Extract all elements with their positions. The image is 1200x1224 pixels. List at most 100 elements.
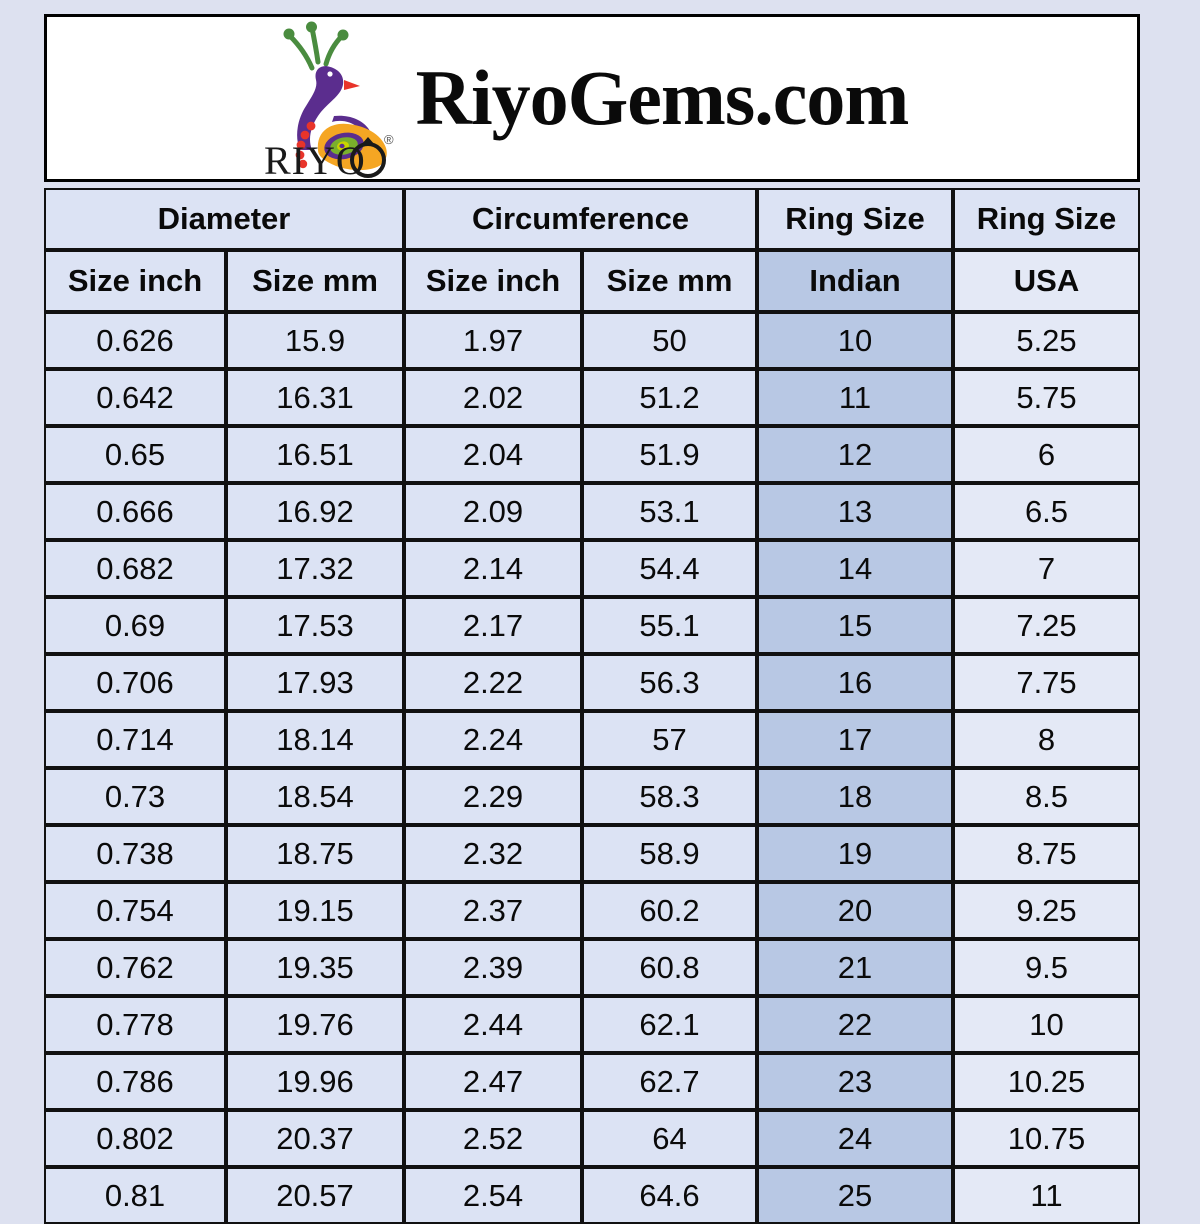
table-cell: 17.93	[226, 654, 404, 711]
table-cell: 2.17	[404, 597, 582, 654]
table-cell: 8	[953, 711, 1140, 768]
table-cell: 0.65	[44, 426, 226, 483]
table-cell: 8.75	[953, 825, 1140, 882]
table-cell: 0.642	[44, 369, 226, 426]
table-cell: 55.1	[582, 597, 757, 654]
table-cell: 7.75	[953, 654, 1140, 711]
table-cell: 24	[757, 1110, 953, 1167]
page-title: RiyoGems.com	[415, 54, 910, 141]
table-cell: 2.54	[404, 1167, 582, 1224]
table-cell: 51.2	[582, 369, 757, 426]
table-cell: 6.5	[953, 483, 1140, 540]
table-cell: 0.666	[44, 483, 226, 540]
table-cell: 6	[953, 426, 1140, 483]
table-cell: 19.96	[226, 1053, 404, 1110]
table-row: 0.642 16.31 2.02 51.2 11 5.75	[44, 369, 1140, 426]
table-cell: 18.14	[226, 711, 404, 768]
table-cell: 17	[757, 711, 953, 768]
table-cell: 50	[582, 312, 757, 369]
table-cell: 2.29	[404, 768, 582, 825]
table-cell: 23	[757, 1053, 953, 1110]
table-cell: 1.97	[404, 312, 582, 369]
table-cell: 16.31	[226, 369, 404, 426]
table-cell: 19.15	[226, 882, 404, 939]
table-cell: 2.22	[404, 654, 582, 711]
table-row: 0.69 17.53 2.17 55.1 15 7.25	[44, 597, 1140, 654]
table-cell: 0.802	[44, 1110, 226, 1167]
table-cell: 64	[582, 1110, 757, 1167]
table-cell: 0.754	[44, 882, 226, 939]
table-column-header-row: Size inch Size mm Size inch Size mm Indi…	[44, 250, 1140, 312]
table-row: 0.682 17.32 2.14 54.4 14 7	[44, 540, 1140, 597]
registered-trademark-icon: ®	[384, 132, 394, 147]
table-row: 0.778 19.76 2.44 62.1 22 10	[44, 996, 1140, 1053]
table-cell: 8.5	[953, 768, 1140, 825]
table-cell: 2.32	[404, 825, 582, 882]
table-cell: 0.786	[44, 1053, 226, 1110]
table-cell: 14	[757, 540, 953, 597]
table-cell: 25	[757, 1167, 953, 1224]
table-cell: 58.3	[582, 768, 757, 825]
table-cell: 20.57	[226, 1167, 404, 1224]
table-row: 0.786 19.96 2.47 62.7 23 10.25	[44, 1053, 1140, 1110]
logo-wordmark-text: RIYO	[264, 138, 366, 178]
table-row: 0.666 16.92 2.09 53.1 13 6.5	[44, 483, 1140, 540]
column-header-usa: USA	[953, 250, 1140, 312]
table-cell: 5.75	[953, 369, 1140, 426]
table-cell: 2.39	[404, 939, 582, 996]
table-cell: 0.738	[44, 825, 226, 882]
table-cell: 0.81	[44, 1167, 226, 1224]
table-cell: 53.1	[582, 483, 757, 540]
table-cell: 2.24	[404, 711, 582, 768]
column-header-circumference-size-mm: Size mm	[582, 250, 757, 312]
table-cell: 0.762	[44, 939, 226, 996]
table-cell: 15.9	[226, 312, 404, 369]
column-header-diameter-size-inch: Size inch	[44, 250, 226, 312]
table-cell: 0.682	[44, 540, 226, 597]
table-cell: 0.69	[44, 597, 226, 654]
peacock-paisley-logo-icon: RIYO ®	[256, 18, 406, 178]
table-head: Diameter Circumference Ring Size Ring Si…	[44, 188, 1140, 312]
ring-size-table: Diameter Circumference Ring Size Ring Si…	[44, 188, 1140, 1224]
table-cell: 51.9	[582, 426, 757, 483]
table-row: 0.714 18.14 2.24 57 17 8	[44, 711, 1140, 768]
table-cell: 54.4	[582, 540, 757, 597]
group-header-ring-size-usa: Ring Size	[953, 188, 1140, 250]
group-header-diameter: Diameter	[44, 188, 404, 250]
table-cell: 2.14	[404, 540, 582, 597]
table-cell: 16	[757, 654, 953, 711]
column-header-indian: Indian	[757, 250, 953, 312]
table-cell: 62.1	[582, 996, 757, 1053]
table-cell: 0.778	[44, 996, 226, 1053]
table-cell: 7.25	[953, 597, 1140, 654]
column-header-diameter-size-mm: Size mm	[226, 250, 404, 312]
group-header-ring-size-indian: Ring Size	[757, 188, 953, 250]
table-cell: 2.52	[404, 1110, 582, 1167]
table-cell: 10.25	[953, 1053, 1140, 1110]
table-row: 0.738 18.75 2.32 58.9 19 8.75	[44, 825, 1140, 882]
table-row: 0.762 19.35 2.39 60.8 21 9.5	[44, 939, 1140, 996]
table-cell: 5.25	[953, 312, 1140, 369]
table-cell: 7	[953, 540, 1140, 597]
table-cell: 20	[757, 882, 953, 939]
table-cell: 2.47	[404, 1053, 582, 1110]
table-row: 0.65 16.51 2.04 51.9 12 6	[44, 426, 1140, 483]
table-cell: 11	[953, 1167, 1140, 1224]
table-cell: 0.706	[44, 654, 226, 711]
table-row: 0.802 20.37 2.52 64 24 10.75	[44, 1110, 1140, 1167]
table-cell: 2.37	[404, 882, 582, 939]
brand-header-inner: RIYO ® RiyoGems.com	[256, 18, 909, 178]
column-header-circumference-size-inch: Size inch	[404, 250, 582, 312]
table-cell: 0.73	[44, 768, 226, 825]
table-cell: 18.54	[226, 768, 404, 825]
table-cell: 18.75	[226, 825, 404, 882]
table-cell: 9.25	[953, 882, 1140, 939]
table-cell: 22	[757, 996, 953, 1053]
table-cell: 19.35	[226, 939, 404, 996]
table-cell: 11	[757, 369, 953, 426]
table-cell: 12	[757, 426, 953, 483]
table-cell: 15	[757, 597, 953, 654]
table-cell: 17.53	[226, 597, 404, 654]
table-row: 0.73 18.54 2.29 58.3 18 8.5	[44, 768, 1140, 825]
